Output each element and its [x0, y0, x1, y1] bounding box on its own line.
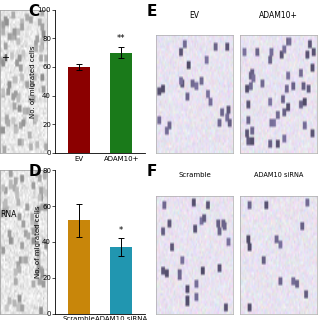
Text: EV: EV [190, 11, 200, 20]
Bar [110, 52, 132, 153]
Text: C: C [28, 4, 39, 19]
Text: **: ** [117, 34, 125, 43]
Bar [68, 220, 90, 314]
Y-axis label: No. of migrated cells: No. of migrated cells [35, 206, 41, 278]
Bar [110, 247, 132, 314]
Text: E: E [146, 4, 156, 19]
Text: D: D [28, 164, 41, 180]
Y-axis label: No. of migrated cells: No. of migrated cells [30, 45, 36, 117]
Text: Scramble: Scramble [178, 172, 211, 178]
Bar [68, 67, 90, 153]
Text: ADAM10+: ADAM10+ [259, 11, 298, 20]
Text: ADAM10 siRNA: ADAM10 siRNA [253, 172, 303, 178]
Text: +: + [1, 52, 9, 63]
Text: *: * [119, 226, 124, 235]
Text: F: F [146, 164, 156, 180]
Text: RNA: RNA [1, 210, 17, 219]
